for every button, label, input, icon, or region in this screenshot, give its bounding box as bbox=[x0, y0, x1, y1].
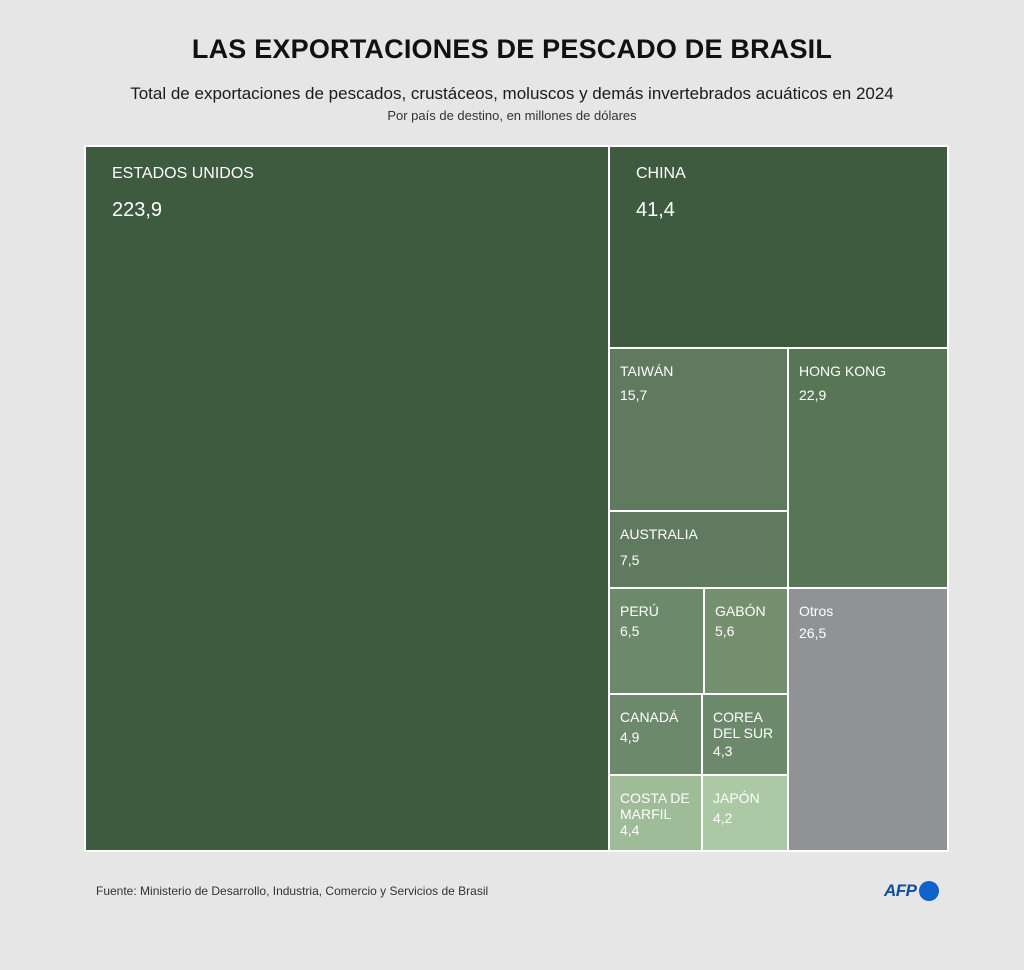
treemap-cell-label: CHINA bbox=[636, 165, 686, 182]
treemap-cell: PERÚ 6,5 bbox=[608, 587, 705, 695]
treemap-cell: HONG KONG 22,9 bbox=[787, 347, 949, 589]
treemap-cell-label: COREA DEL SUR bbox=[713, 709, 774, 742]
treemap-cell-label: CANADÁ bbox=[620, 709, 679, 725]
treemap-cell-label: JAPÓN bbox=[713, 790, 760, 806]
treemap-cell-value: 5,6 bbox=[715, 623, 735, 639]
treemap-cell-value: 4,3 bbox=[713, 743, 733, 759]
treemap-cell: COSTA DE MARFIL 4,4 bbox=[608, 774, 703, 852]
treemap-cell: COREA DEL SUR 4,3 bbox=[701, 693, 789, 776]
treemap-cell: GABÓN 5,6 bbox=[703, 587, 789, 695]
chart-title: LAS EXPORTACIONES DE PESCADO DE BRASIL bbox=[191, 34, 833, 64]
chart-unit-note: Por país de destino, en millones de dóla… bbox=[387, 108, 637, 123]
treemap-cell-value: 4,4 bbox=[620, 822, 640, 838]
treemap-cell-label: AUSTRALIA bbox=[620, 526, 698, 542]
treemap-cell: Otros 26,5 bbox=[787, 587, 949, 852]
treemap-cell-label: PERÚ bbox=[620, 603, 659, 619]
treemap-cell: ESTADOS UNIDOS 223,9 bbox=[84, 145, 610, 852]
treemap-cell-value: 15,7 bbox=[620, 387, 648, 403]
treemap-cell: AUSTRALIA 7,5 bbox=[608, 510, 789, 589]
chart-subtitle: Total de exportaciones de pescados, crus… bbox=[130, 84, 894, 103]
treemap-cell-value: 4,2 bbox=[713, 810, 733, 826]
treemap-cell-label: COSTA DE MARFIL bbox=[620, 790, 690, 823]
treemap-cell: TAIWÁN 15,7 bbox=[608, 347, 789, 512]
afp-logo-dot-icon bbox=[918, 881, 939, 901]
treemap-cell-value: 7,5 bbox=[620, 552, 640, 568]
treemap-cell-value: 223,9 bbox=[112, 199, 163, 221]
treemap-cell-label: GABÓN bbox=[715, 603, 766, 619]
treemap-cell-label: TAIWÁN bbox=[620, 363, 674, 379]
treemap-cell-label: Otros bbox=[799, 603, 834, 619]
afp-logo: AFP bbox=[884, 880, 939, 902]
treemap-cell-label: HONG KONG bbox=[799, 363, 887, 379]
treemap-cell: JAPÓN 4,2 bbox=[701, 774, 789, 852]
treemap-cell-value: 26,5 bbox=[799, 625, 827, 641]
treemap-cell-value: 4,9 bbox=[620, 729, 640, 745]
treemap-cell-value: 6,5 bbox=[620, 623, 640, 639]
afp-logo-text: AFP bbox=[884, 881, 917, 900]
treemap-cell-value: 22,9 bbox=[799, 387, 827, 403]
treemap-cell-value: 41,4 bbox=[636, 199, 675, 221]
source-note: Fuente: Ministerio de Desarrollo, Indust… bbox=[96, 884, 489, 898]
treemap-cell: CANADÁ 4,9 bbox=[608, 693, 703, 776]
treemap-cell-label: ESTADOS UNIDOS bbox=[112, 165, 254, 182]
treemap-cell: CHINA 41,4 bbox=[608, 145, 949, 349]
